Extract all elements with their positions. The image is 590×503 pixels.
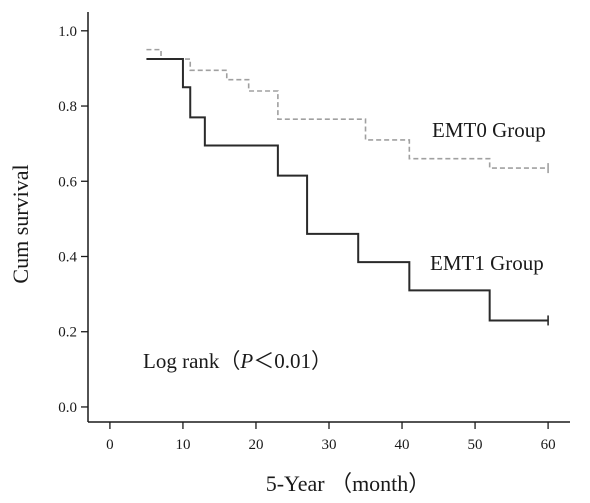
x-tick-label: 30	[322, 437, 337, 453]
log-rank-suffix: ＜0.01）	[253, 349, 332, 373]
log-rank-annotation: Log rank（P＜0.01）	[143, 349, 332, 373]
y-tick-label: 0.8	[58, 99, 77, 115]
x-tick-label: 20	[248, 437, 263, 453]
log-rank-prefix: Log rank（	[143, 349, 240, 373]
series-label-emt1: EMT1 Group	[430, 251, 544, 275]
plot-area: 0.0 0.2 0.4 0.6 0.8 1.0 0 10 20 30 40 50 60	[58, 12, 570, 453]
y-axis-title: Cum survival	[8, 164, 33, 283]
x-tick-label: 10	[175, 437, 190, 453]
series-label-emt0: EMT0 Group	[432, 118, 546, 142]
x-tick-label: 40	[395, 437, 410, 453]
x-tick-label: 60	[541, 437, 556, 453]
y-axis-ticks: 0.0 0.2 0.4 0.6 0.8 1.0	[58, 24, 88, 416]
survival-curves	[146, 48, 549, 322]
y-tick-label: 0.2	[58, 325, 77, 341]
y-tick-label: 0.0	[58, 400, 77, 416]
y-tick-label: 0.6	[58, 174, 77, 190]
series-line-emt0	[146, 48, 549, 169]
x-axis-title: 5-Year （month）	[266, 471, 431, 496]
x-tick-label: 50	[468, 437, 483, 453]
log-rank-p: P	[239, 349, 253, 373]
x-axis-ticks: 0 10 20 30 40 50 60	[106, 422, 556, 453]
y-tick-label: 0.4	[58, 249, 77, 265]
series-line-emt1	[146, 58, 549, 322]
x-tick-label: 0	[106, 437, 114, 453]
y-tick-label: 1.0	[58, 24, 77, 40]
